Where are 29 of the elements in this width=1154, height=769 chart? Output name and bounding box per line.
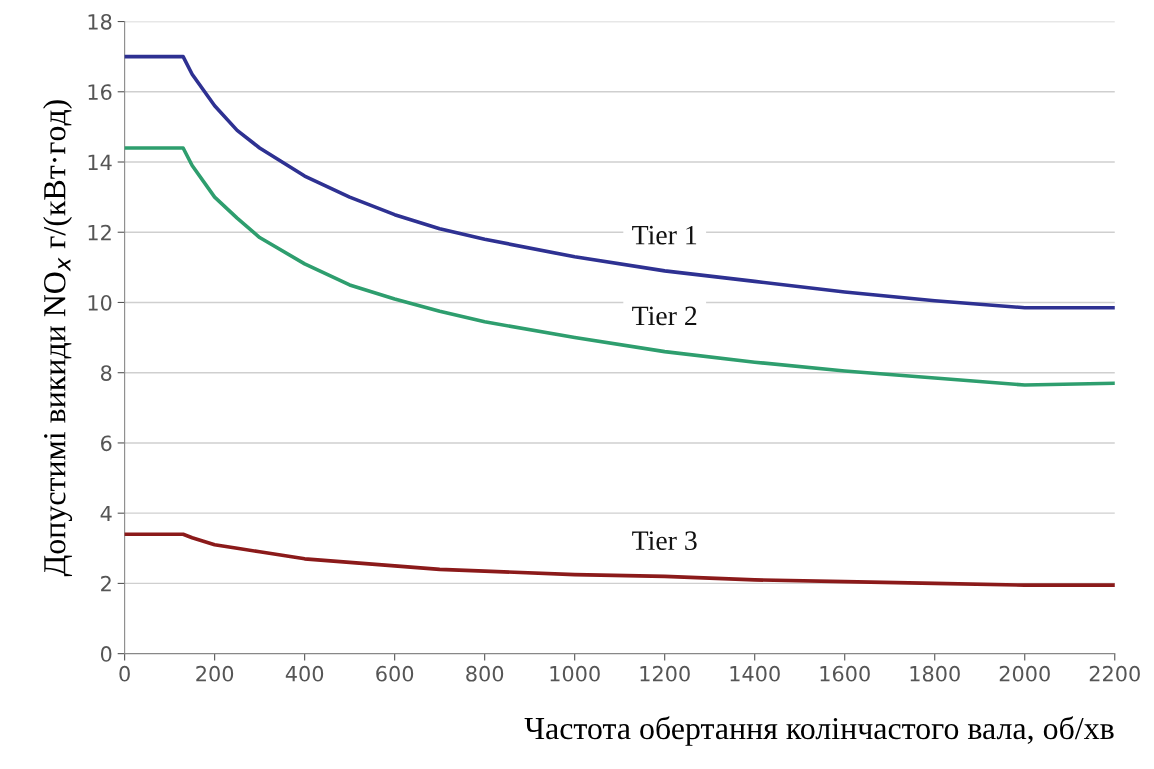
x-axis-title: Частота обертання колінчастого вала, об/хв bbox=[524, 716, 1114, 746]
y-tick-label: 18 bbox=[88, 13, 112, 30]
line-series bbox=[124, 532, 1115, 587]
y-tick-label: 10 bbox=[88, 294, 112, 311]
x-tick-label: 800 bbox=[466, 665, 504, 682]
x-tick-label: 200 bbox=[196, 665, 234, 682]
y-tick-label: 6 bbox=[101, 435, 112, 452]
x-tick-label: 400 bbox=[285, 665, 324, 682]
x-tick-label: 2000 bbox=[999, 665, 1050, 682]
y-tick-label: 16 bbox=[88, 84, 112, 100]
series-label: Tier 3 bbox=[632, 531, 697, 551]
y-tick-label: 0 bbox=[100, 646, 112, 662]
y-axis-title: Допустимі викиди NO$_{x}$ г/(кВт·год) bbox=[43, 100, 73, 577]
x-tick-label: 1800 bbox=[910, 665, 960, 682]
y-tick-label: 4 bbox=[100, 505, 112, 522]
x-tick-label: 600 bbox=[376, 665, 414, 682]
x-tick-label: 1200 bbox=[640, 665, 690, 682]
x-tick-label: 1400 bbox=[730, 665, 780, 682]
x-tick-label: 1000 bbox=[550, 665, 600, 682]
y-tick-label: 12 bbox=[88, 224, 111, 241]
line-series bbox=[124, 146, 1115, 387]
x-tick-label: 1600 bbox=[820, 665, 870, 682]
x-tick-label: 2200 bbox=[1089, 665, 1140, 682]
y-tick-label: 8 bbox=[100, 365, 112, 381]
y-tick-label: 14 bbox=[88, 154, 112, 170]
y-tick-label: 2 bbox=[101, 575, 111, 592]
x-tick-label: 0 bbox=[119, 665, 130, 682]
series-label: Tier 2 bbox=[632, 306, 697, 326]
series-label: Tier 1 bbox=[632, 225, 697, 245]
